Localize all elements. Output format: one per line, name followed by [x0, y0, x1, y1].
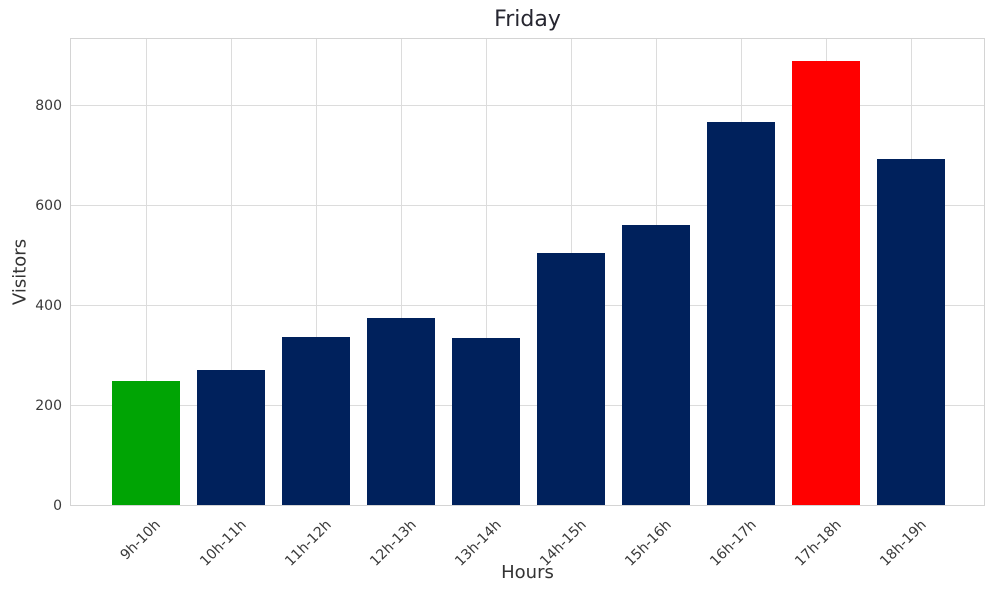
x-gridline-10h-11h [230, 39, 232, 505]
bar-18h-19h [877, 159, 945, 505]
plot-area [70, 38, 985, 506]
x-tick-label-9h-10h: 9h-10h [117, 517, 165, 564]
bar-13h-14h [452, 338, 520, 505]
x-gridline-11h-12h [315, 39, 317, 505]
y-tick-label-600: 600 [35, 198, 62, 214]
bar-14h-15h [537, 253, 605, 505]
y-tick-label-800: 800 [35, 98, 62, 114]
x-gridline-9h-10h [145, 39, 147, 505]
y-gridline-600 [71, 205, 984, 206]
y-tick-label-0: 0 [53, 498, 62, 514]
x-gridline-13h-14h [485, 39, 487, 505]
y-axis-label: Visitors [9, 238, 31, 306]
bar-12h-13h [367, 318, 435, 505]
y-gridline-400 [71, 305, 984, 306]
y-tick-label-200: 200 [35, 398, 62, 414]
bar-9h-10h [112, 381, 180, 505]
x-axis-label: Hours [501, 562, 554, 583]
y-gridline-800 [71, 105, 984, 106]
chart-title: Friday [494, 7, 561, 32]
y-gridline-200 [71, 405, 984, 406]
x-gridline-12h-13h [400, 39, 402, 505]
bar-17h-18h [792, 61, 860, 505]
y-tick-label-400: 400 [35, 298, 62, 314]
bar-16h-17h [707, 122, 775, 505]
bar-15h-16h [622, 225, 690, 505]
bar-11h-12h [282, 337, 350, 505]
bar-10h-11h [197, 370, 265, 505]
